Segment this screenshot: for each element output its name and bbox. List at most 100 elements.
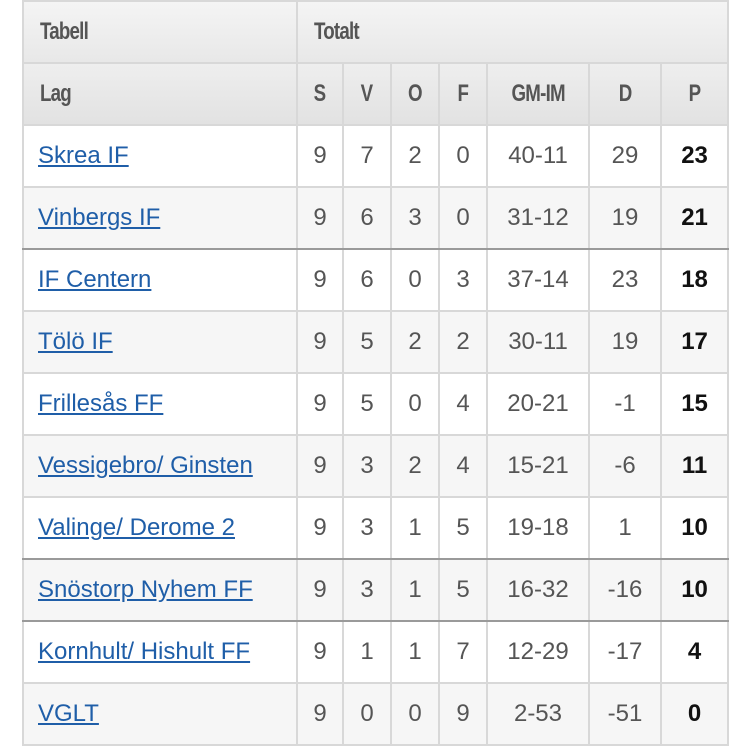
losses-cell: 0 (438, 124, 488, 188)
goal-diff-cell: 1 (588, 496, 662, 560)
losses-cell: 3 (438, 248, 488, 312)
col-header-lag-label: Lag (40, 80, 72, 107)
losses-cell: 5 (438, 558, 488, 622)
team-link[interactable]: Snöstorp Nyhem FF (38, 576, 253, 603)
standings-body: Skrea IF 9 7 2 0 40-11 29 23 Vinbergs IF… (22, 124, 730, 746)
goals-cell: 37-14 (486, 248, 590, 312)
team-link[interactable]: VGLT (38, 700, 99, 727)
draws-cell: 2 (390, 124, 440, 188)
wins-cell: 6 (342, 186, 392, 250)
played-cell: 9 (296, 372, 344, 436)
wins-cell: 5 (342, 372, 392, 436)
draws-cell: 0 (390, 372, 440, 436)
wins-cell: 5 (342, 310, 392, 374)
tabell-label: Tabell (40, 18, 89, 45)
totalt-header: Totalt (295, 0, 730, 64)
table-row: IF Centern 9 6 0 3 37-14 23 18 (22, 248, 730, 312)
col-header-d[interactable]: D (588, 62, 662, 126)
team-cell: Snöstorp Nyhem FF (22, 558, 298, 622)
table-row: Vinbergs IF 9 6 3 0 31-12 19 21 (22, 186, 730, 250)
goals-cell: 19-18 (486, 496, 590, 560)
col-header-v-label: V (361, 80, 373, 107)
col-header-o[interactable]: O (390, 62, 440, 126)
col-header-p[interactable]: P (659, 62, 730, 126)
col-header-gm-im[interactable]: GM-IM (486, 62, 590, 126)
goals-cell: 12-29 (486, 620, 590, 684)
played-cell: 9 (296, 310, 344, 374)
team-cell: Vinbergs IF (22, 186, 298, 250)
draws-cell: 0 (390, 248, 440, 312)
col-header-o-label: O (408, 80, 423, 107)
tabell-header: Tabell (22, 0, 298, 64)
wins-cell: 0 (342, 682, 392, 746)
goal-diff-cell: -51 (588, 682, 662, 746)
draws-cell: 1 (390, 558, 440, 622)
wins-cell: 1 (342, 620, 392, 684)
points-cell: 10 (659, 496, 730, 560)
goals-cell: 31-12 (486, 186, 590, 250)
col-header-p-label: P (688, 80, 701, 107)
goal-diff-cell: 19 (588, 310, 662, 374)
goal-diff-cell: -1 (588, 372, 662, 436)
goals-cell: 30-11 (486, 310, 590, 374)
losses-cell: 5 (438, 496, 488, 560)
table-row: Vessigebro/ Ginsten 9 3 2 4 15-21 -6 11 (22, 434, 730, 498)
team-link[interactable]: Tölö IF (38, 328, 113, 355)
goals-cell: 2-53 (486, 682, 590, 746)
table-row: Valinge/ Derome 2 9 3 1 5 19-18 1 10 (22, 496, 730, 560)
losses-cell: 4 (438, 434, 488, 498)
losses-cell: 7 (438, 620, 488, 684)
team-link[interactable]: IF Centern (38, 266, 152, 293)
col-header-v[interactable]: V (342, 62, 392, 126)
points-cell: 17 (659, 310, 730, 374)
losses-cell: 0 (438, 186, 488, 250)
goal-diff-cell: -17 (588, 620, 662, 684)
team-link[interactable]: Skrea IF (38, 142, 129, 169)
draws-cell: 0 (390, 682, 440, 746)
draws-cell: 1 (390, 496, 440, 560)
draws-cell: 2 (390, 434, 440, 498)
points-cell: 18 (659, 248, 730, 312)
goals-cell: 20-21 (486, 372, 590, 436)
points-cell: 4 (659, 620, 730, 684)
team-cell: Frillesås FF (22, 372, 298, 436)
points-cell: 15 (659, 372, 730, 436)
col-header-gm-im-label: GM-IM (511, 80, 565, 107)
goals-cell: 40-11 (486, 124, 590, 188)
table-row: Snöstorp Nyhem FF 9 3 1 5 16-32 -16 10 (22, 558, 730, 622)
col-header-s-label: S (314, 80, 326, 107)
team-link[interactable]: Frillesås FF (38, 390, 164, 417)
team-cell: Kornhult/ Hishult FF (22, 620, 298, 684)
col-header-s[interactable]: S (296, 62, 344, 126)
goals-cell: 16-32 (486, 558, 590, 622)
standings-table: Tabell Totalt Lag S V O F GM-IM D P Skre… (22, 0, 730, 746)
draws-cell: 2 (390, 310, 440, 374)
played-cell: 9 (296, 496, 344, 560)
table-row: Skrea IF 9 7 2 0 40-11 29 23 (22, 124, 730, 188)
losses-cell: 2 (438, 310, 488, 374)
col-header-lag[interactable]: Lag (22, 62, 298, 126)
losses-cell: 9 (438, 682, 488, 746)
goals-cell: 15-21 (486, 434, 590, 498)
team-link[interactable]: Kornhult/ Hishult FF (38, 638, 251, 665)
team-link[interactable]: Valinge/ Derome 2 (38, 514, 235, 541)
points-cell: 10 (659, 558, 730, 622)
goal-diff-cell: 23 (588, 248, 662, 312)
team-cell: IF Centern (22, 248, 298, 312)
team-cell: Vessigebro/ Ginsten (22, 434, 298, 498)
played-cell: 9 (296, 248, 344, 312)
team-cell: VGLT (22, 682, 298, 746)
team-link[interactable]: Vessigebro/ Ginsten (38, 452, 253, 479)
played-cell: 9 (296, 682, 344, 746)
col-header-f-label: F (457, 80, 469, 107)
totalt-label: Totalt (314, 18, 360, 45)
draws-cell: 1 (390, 620, 440, 684)
table-row: Tölö IF 9 5 2 2 30-11 19 17 (22, 310, 730, 374)
goal-diff-cell: -6 (588, 434, 662, 498)
table-column-header-row: Lag S V O F GM-IM D P (22, 62, 730, 126)
played-cell: 9 (296, 620, 344, 684)
team-cell: Tölö IF (22, 310, 298, 374)
team-link[interactable]: Vinbergs IF (38, 204, 161, 231)
col-header-f[interactable]: F (438, 62, 488, 126)
wins-cell: 7 (342, 124, 392, 188)
